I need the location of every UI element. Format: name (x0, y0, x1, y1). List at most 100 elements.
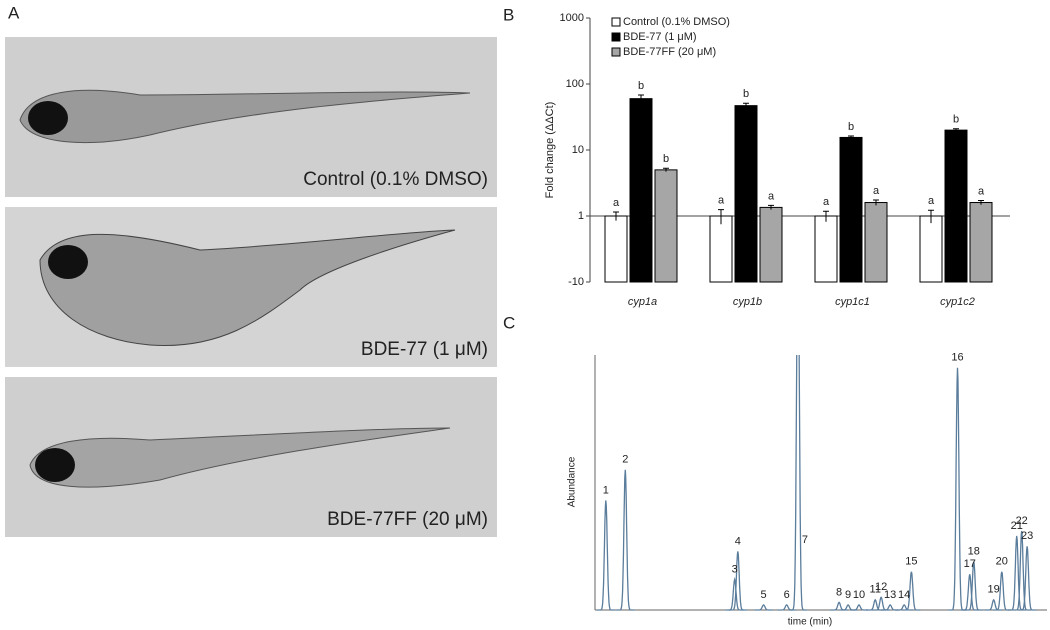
peak-label: 2 (622, 454, 628, 466)
bar (604, 215, 628, 283)
bar (734, 105, 758, 283)
peak-label: 15 (905, 556, 917, 568)
peak (902, 571, 921, 611)
error-bar (953, 128, 959, 132)
y-tick-label: 1 (578, 210, 584, 222)
peak-label: 11 (870, 584, 881, 596)
x-tick-label: cyp1b (733, 296, 762, 308)
peak (895, 604, 914, 611)
image-caption: BDE-77 (1 μM) (361, 339, 488, 360)
bar (839, 136, 863, 283)
peak-label: 8 (836, 586, 842, 598)
error-bar (638, 94, 644, 103)
image-caption: BDE-77FF (20 μM) (327, 509, 488, 530)
x-axis-label: time (min) (788, 617, 832, 628)
significance-letter: b (743, 88, 749, 100)
bar (969, 202, 993, 283)
panel-label: B (503, 5, 514, 24)
peak (948, 367, 967, 611)
peak-label: 19 (988, 584, 1000, 596)
y-axis-label: Fold change (ΔΔCt) (544, 102, 556, 199)
y-tick-label: 1000 (560, 12, 584, 24)
chromatogram (596, 355, 1037, 611)
significance-letter: a (928, 195, 935, 207)
legend-label: Control (0.1% DMSO) (623, 16, 730, 28)
peak (960, 574, 979, 611)
y-tick-label: -10 (568, 276, 584, 288)
panel-label: C (503, 313, 515, 332)
peak-label: 18 (968, 545, 980, 557)
peak-label: 1 (603, 484, 609, 496)
peak (984, 598, 1003, 611)
bar (629, 98, 653, 283)
fish-image: Control (0.1% DMSO) (5, 37, 497, 197)
error-bar (873, 199, 879, 206)
significance-letter: b (848, 121, 854, 133)
peak-label: 14 (898, 589, 910, 601)
peak (596, 500, 615, 611)
legend-swatch (611, 47, 621, 57)
peak (964, 561, 983, 611)
peak (616, 469, 635, 611)
peak-label: 3 (732, 563, 738, 575)
y-tick-label: 10 (572, 144, 584, 156)
significance-letter: b (663, 153, 669, 165)
bar (759, 206, 783, 283)
peak (788, 355, 807, 611)
peak (866, 598, 885, 611)
bar (709, 215, 733, 283)
peak-label: 16 (951, 352, 963, 364)
peak (754, 604, 773, 611)
y-tick-label: 100 (566, 78, 584, 90)
bar (814, 215, 838, 283)
error-bar (928, 209, 934, 224)
error-bar (848, 135, 854, 139)
error-bar (743, 102, 749, 109)
peak-label: 17 (964, 558, 976, 570)
x-tick-label: cyp1c1 (835, 296, 870, 308)
significance-letter: a (823, 196, 830, 208)
peak-label: 12 (875, 581, 887, 593)
panel-label: A (8, 3, 20, 22)
peak (1012, 530, 1031, 611)
significance-letter: a (613, 197, 620, 209)
y-axis-label: Abundance (567, 456, 578, 507)
significance-letter: a (768, 190, 775, 202)
peak (1018, 546, 1037, 611)
significance-letter: a (873, 185, 880, 197)
legend-label: BDE-77FF (20 μM) (623, 46, 716, 58)
legend-swatch (611, 17, 621, 27)
peak-label: 22 (1016, 515, 1028, 527)
error-bar (823, 210, 829, 222)
peak-label: 9 (845, 589, 851, 601)
peak-label: 10 (853, 589, 865, 601)
bar (864, 202, 888, 283)
peak (849, 604, 868, 611)
peak (725, 576, 744, 611)
peak-label: 5 (761, 589, 767, 601)
error-bar (663, 167, 669, 172)
x-tick-label: cyp1a (628, 296, 657, 308)
significance-letter: b (638, 80, 644, 92)
image-caption: Control (0.1% DMSO) (303, 169, 488, 190)
significance-letter: b (953, 114, 959, 126)
legend-swatch (611, 32, 621, 42)
error-bar (768, 204, 774, 210)
bar (919, 215, 943, 283)
legend-label: BDE-77 (1 μM) (623, 31, 697, 43)
significance-letter: a (718, 195, 725, 207)
peak (728, 551, 747, 611)
peak-label: 23 (1021, 530, 1033, 542)
peak-label: 21 (1011, 520, 1023, 532)
error-bar (978, 199, 984, 205)
peak-label: 7 (802, 534, 808, 546)
error-bar (718, 209, 724, 225)
fish-image: BDE-77FF (20 μM) (5, 377, 497, 537)
error-bar (613, 211, 619, 221)
peak-label: 20 (996, 556, 1008, 568)
bar (654, 169, 678, 283)
bar (944, 129, 968, 283)
peak-label: 13 (884, 589, 896, 601)
peak-label: 6 (784, 589, 790, 601)
